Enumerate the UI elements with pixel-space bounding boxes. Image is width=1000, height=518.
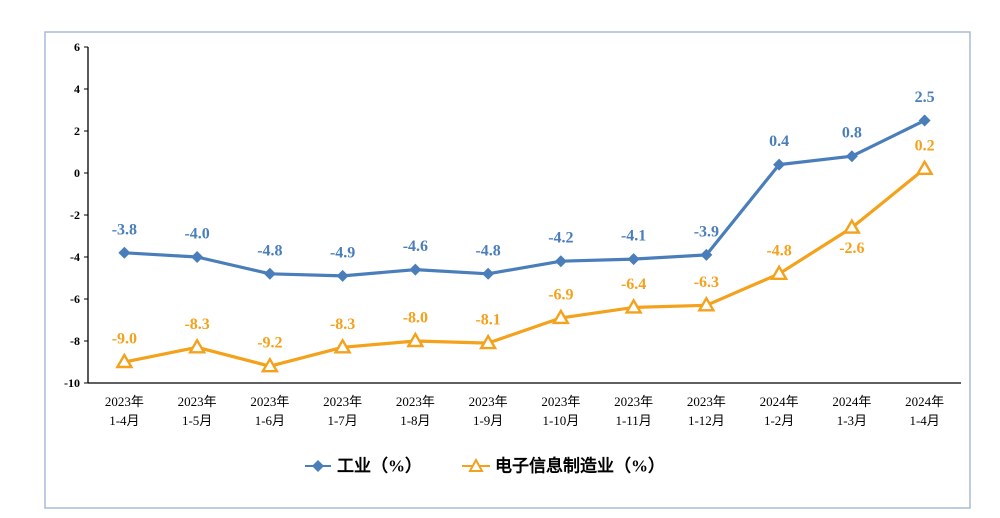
data-label-electronic-info-manufacturing: 0.2 — [915, 137, 935, 154]
x-tick-label: 2024年 1-2月 — [760, 394, 799, 428]
y-axis-ticks: 6 4 2 0 -2 -4 -6 -8 -10 — [64, 40, 88, 390]
data-point-electronic-info-manufacturing — [260, 356, 279, 373]
series-electronic-info-manufacturing: -9.0 -8.3 -9.2 -8.3 -8.0 -8.1 -6.9 -6.4 -6.3 -4.8… — [112, 137, 935, 373]
data-label-industry: -4.2 — [548, 230, 573, 247]
data-label-electronic-info-manufacturing: -2.6 — [839, 240, 864, 257]
data-label-electronic-info-manufacturing: -8.3 — [184, 316, 209, 333]
data-point-industry — [554, 255, 567, 268]
data-label-electronic-info-manufacturing: -4.8 — [766, 242, 791, 259]
data-point-electronic-info-manufacturing — [915, 159, 934, 176]
data-label-electronic-info-manufacturing: -8.0 — [403, 310, 428, 327]
data-label-industry: -4.0 — [184, 226, 209, 243]
series-line-electronic-info-manufacturing — [122, 167, 927, 368]
data-label-industry: 2.5 — [915, 89, 935, 106]
x-tick-label: 2023年 1-4月 — [105, 394, 144, 428]
data-point-industry — [845, 150, 858, 163]
legend-item-electronic-info-manufacturing: 电子信息制造业（%） — [462, 456, 665, 476]
x-tick-label: 2023年 1-8月 — [396, 394, 435, 428]
y-tick-label: -4 — [70, 250, 80, 264]
data-point-electronic-info-manufacturing — [188, 337, 207, 354]
x-axis-ticks: 2023年 1-4月 2023年 1-5月 2023年 1-6月 2023年 1-7月 2023… — [105, 394, 944, 428]
x-tick-label: 2023年 1-5月 — [178, 394, 217, 428]
y-tick-label: -2 — [70, 208, 80, 222]
x-tick-label: 2024年 1-4月 — [905, 394, 944, 428]
y-tick-label: 0 — [74, 166, 80, 180]
x-tick-label: 2023年 1-12月 — [687, 394, 726, 428]
y-tick-label: -10 — [64, 376, 80, 390]
series-industry: -3.8 -4.0 -4.8 -4.9 -4.6 -4.8 -4.2 -4.1 -3.9 0.4 0… — [112, 89, 935, 282]
data-point-industry — [409, 263, 422, 276]
data-point-electronic-info-manufacturing — [479, 333, 498, 350]
data-label-electronic-info-manufacturing: -8.3 — [330, 316, 355, 333]
data-point-industry — [118, 246, 131, 259]
legend-label-electronic-info-manufacturing: 电子信息制造业（%） — [495, 456, 665, 476]
x-tick-label: 2023年 1-6月 — [250, 394, 289, 428]
data-point-electronic-info-manufacturing — [770, 264, 789, 280]
data-point-electronic-info-manufacturing — [842, 218, 861, 234]
data-label-electronic-info-manufacturing: -8.1 — [475, 312, 500, 329]
data-point-industry — [773, 158, 786, 171]
plot-area: -3.8 -4.0 -4.8 -4.9 -4.6 -4.8 -4.2 -4.1 -3.9 0.4 0… — [112, 89, 935, 373]
data-label-industry: -3.9 — [694, 223, 719, 240]
y-tick-label: 4 — [74, 82, 80, 96]
legend-label-industry: 工业（%） — [337, 456, 422, 476]
data-label-industry: -4.8 — [475, 242, 500, 259]
data-label-electronic-info-manufacturing: -6.4 — [621, 276, 646, 293]
triangle-icon — [468, 457, 484, 472]
data-point-electronic-info-manufacturing — [333, 337, 352, 354]
x-tick-label: 2023年 1-9月 — [469, 394, 508, 428]
data-label-electronic-info-manufacturing: -9.2 — [257, 335, 282, 352]
legend: 工业（%） 电子信息制造业（%） — [305, 456, 665, 476]
data-label-electronic-info-manufacturing: -6.3 — [694, 274, 719, 291]
x-tick-label: 2023年 1-10月 — [541, 394, 580, 428]
series-line-industry — [122, 118, 927, 278]
legend-item-industry: 工业（%） — [305, 456, 422, 476]
y-tick-label: -8 — [70, 334, 80, 348]
data-point-industry — [627, 253, 640, 266]
x-tick-label: 2024年 1-3月 — [832, 394, 871, 428]
diamond-icon — [312, 460, 324, 472]
data-point-industry — [918, 114, 931, 127]
data-point-electronic-info-manufacturing — [624, 298, 643, 314]
y-tick-label: 6 — [74, 40, 80, 54]
data-label-electronic-info-manufacturing: -9.0 — [112, 331, 137, 348]
y-tick-label: -6 — [70, 292, 80, 306]
data-label-industry: -4.8 — [257, 242, 282, 259]
data-label-industry: 0.4 — [769, 133, 789, 150]
data-point-industry — [700, 248, 713, 261]
data-point-electronic-info-manufacturing — [697, 295, 716, 312]
data-point-electronic-info-manufacturing — [406, 331, 425, 348]
data-label-electronic-info-manufacturing: -6.9 — [548, 286, 573, 303]
x-tick-label: 2023年 1-7月 — [323, 394, 362, 428]
y-tick-label: 2 — [74, 124, 80, 138]
data-label-industry: -3.8 — [112, 221, 137, 238]
data-label-industry: 0.8 — [842, 125, 862, 142]
data-label-industry: -4.1 — [621, 228, 646, 245]
data-label-industry: -4.6 — [403, 238, 428, 255]
data-point-electronic-info-manufacturing — [115, 352, 134, 369]
data-point-industry — [336, 269, 349, 282]
x-tick-label: 2023年 1-11月 — [614, 394, 653, 428]
data-point-industry — [263, 267, 276, 280]
data-point-industry — [482, 267, 495, 280]
data-point-industry — [191, 251, 204, 263]
data-label-industry: -4.9 — [330, 244, 355, 261]
data-point-electronic-info-manufacturing — [551, 308, 570, 325]
